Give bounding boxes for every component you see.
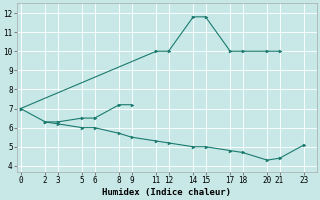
X-axis label: Humidex (Indice chaleur): Humidex (Indice chaleur) [102, 188, 231, 197]
